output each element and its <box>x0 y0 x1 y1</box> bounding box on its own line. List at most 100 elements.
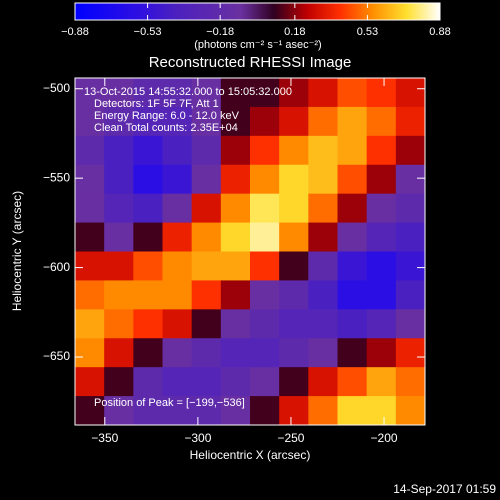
heatmap-cell <box>366 396 397 426</box>
heatmap-cell <box>308 367 338 397</box>
heatmap-cell <box>337 193 368 224</box>
heatmap-cell <box>337 309 368 339</box>
heatmap-cell <box>75 309 105 339</box>
heatmap-cell <box>191 396 222 426</box>
heatmap-cell <box>250 164 280 195</box>
heatmap-cell <box>75 280 105 310</box>
plot-frame <box>74 77 426 426</box>
heatmap-cell <box>279 396 309 426</box>
heatmap-cell <box>220 280 251 310</box>
heatmap-cell <box>308 193 338 224</box>
heatmap-cell <box>250 309 280 339</box>
heatmap-cell <box>308 164 338 195</box>
colorbar-tick-label: −0.53 <box>134 26 162 38</box>
heatmap-cell <box>133 338 163 368</box>
heatmap-cell <box>133 135 163 166</box>
heatmap-cell <box>395 338 426 368</box>
heatmap-cell <box>104 78 134 108</box>
heatmap-cell <box>395 309 426 339</box>
heatmap-cell <box>308 135 338 166</box>
heatmap-cell <box>75 396 105 426</box>
heatmap-cell <box>308 251 338 281</box>
heatmap-cell <box>162 78 193 108</box>
colorbar-label: (photons cm⁻² s⁻¹ asec⁻²) <box>194 39 321 51</box>
heatmap-cell <box>395 106 426 137</box>
heatmap-cell <box>279 367 309 397</box>
heatmap-cell <box>395 164 426 195</box>
heatmap-cell <box>366 106 397 137</box>
heatmap-cell <box>337 78 368 108</box>
heatmap-cell <box>366 78 397 108</box>
y-tick-label: −650 <box>43 349 70 363</box>
heatmap-cell <box>104 396 134 426</box>
chart-title: Reconstructed RHESSI Image <box>149 54 352 71</box>
heatmap-cell <box>220 222 251 252</box>
heatmap-cell <box>133 78 163 108</box>
heatmap-cell <box>308 309 338 339</box>
heatmap-cell <box>395 280 426 310</box>
heatmap-cell <box>104 338 134 368</box>
colorbar-tick-label: 0.53 <box>357 26 378 38</box>
heatmap-cell <box>250 193 280 224</box>
heatmap-cell <box>191 338 222 368</box>
heatmap-cell <box>75 193 105 224</box>
heatmap-cell <box>220 135 251 166</box>
heatmap-cell <box>337 396 368 426</box>
heatmap-cell <box>337 164 368 195</box>
x-tick-label: −350 <box>91 431 118 445</box>
heatmap-cell <box>366 280 397 310</box>
heatmap-cell <box>308 280 338 310</box>
heatmap-cell <box>250 222 280 252</box>
annotation: 13-Oct-2015 14:55:32.000 to 15:05:32.000 <box>84 86 292 98</box>
heatmap-cell <box>366 193 397 224</box>
heatmap-cell <box>395 193 426 224</box>
heatmap-cell <box>308 396 338 426</box>
heatmap-cell <box>395 396 426 426</box>
heatmap-cell <box>220 193 251 224</box>
heatmap-cell <box>337 135 368 166</box>
heatmap-cell <box>308 106 338 137</box>
heatmap-cell <box>162 222 193 252</box>
heatmap-cell <box>162 135 193 166</box>
annotation: Energy Range: 6.0 - 12.0 keV <box>94 110 240 122</box>
heatmap-cell <box>279 164 309 195</box>
colorbar-tick-label: −0.88 <box>61 26 89 38</box>
heatmap-cell <box>191 222 222 252</box>
heatmap-cell <box>162 106 193 137</box>
heatmap-cell <box>366 338 397 368</box>
colorbar <box>74 2 441 21</box>
heatmap-cell <box>279 280 309 310</box>
heatmap-cell <box>220 309 251 339</box>
heatmap-cell <box>104 251 134 281</box>
heatmap-cell <box>395 367 426 397</box>
heatmap-cell <box>133 164 163 195</box>
heatmap-cell <box>133 193 163 224</box>
x-tick-label: −200 <box>371 431 398 445</box>
heatmap-cell <box>75 367 105 397</box>
heatmap-cell <box>191 367 222 397</box>
heatmap-cell <box>191 193 222 224</box>
heatmap-cell <box>220 78 251 108</box>
heatmap-cell <box>104 193 134 224</box>
y-tick-label: −500 <box>43 81 70 95</box>
x-tick-label: −300 <box>184 431 211 445</box>
heatmap-cell <box>75 106 105 137</box>
heatmap-cell <box>162 309 193 339</box>
heatmap-cell <box>75 222 105 252</box>
heatmap-cell <box>220 396 251 426</box>
heatmap-cell <box>75 338 105 368</box>
heatmap-cell <box>308 338 338 368</box>
heatmap-cell <box>162 396 193 426</box>
heatmap-cell <box>104 222 134 252</box>
heatmap-cell <box>366 367 397 397</box>
heatmap-cell <box>162 251 193 281</box>
heatmap-cell <box>162 193 193 224</box>
footer-date: 14-Sep-2017 01:59 <box>393 482 496 496</box>
heatmap-cell <box>337 338 368 368</box>
heatmap-cell <box>191 164 222 195</box>
colorbar-tick-label: 0.88 <box>429 26 450 38</box>
heatmap-cell <box>220 164 251 195</box>
heatmap-cell <box>250 367 280 397</box>
heatmap-cell <box>250 135 280 166</box>
